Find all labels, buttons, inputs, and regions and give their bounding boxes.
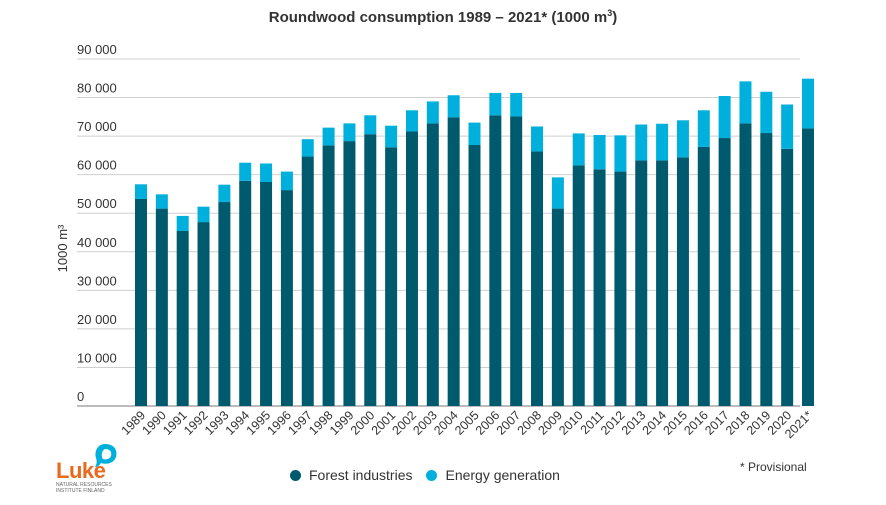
- bar-energy-generation: [468, 122, 481, 145]
- y-tick-label: 60 000: [77, 158, 117, 173]
- bar-energy-generation: [572, 133, 585, 166]
- bar-energy-generation: [676, 120, 689, 158]
- bar-forest-industries: [718, 138, 731, 407]
- bar-energy-generation: [447, 95, 460, 118]
- bar-energy-generation: [656, 123, 669, 161]
- bar-forest-industries: [239, 180, 252, 406]
- bar-forest-industries: [301, 156, 314, 406]
- bar-energy-generation: [155, 194, 168, 209]
- bar-energy-generation: [176, 215, 189, 231]
- bar-energy-generation: [301, 139, 314, 157]
- bar-forest-industries: [322, 145, 335, 406]
- bar-forest-industries: [760, 133, 773, 406]
- bar-energy-generation: [405, 110, 418, 132]
- bar-forest-industries: [489, 115, 502, 407]
- legend-swatch-energy-generation: [426, 469, 438, 481]
- bar-energy-generation: [260, 163, 273, 182]
- y-tick-label: 80 000: [77, 81, 117, 96]
- bar-forest-industries: [697, 146, 710, 406]
- bar-energy-generation: [739, 81, 752, 124]
- bar-forest-industries: [385, 147, 398, 406]
- bar-forest-industries: [614, 171, 627, 406]
- bar-energy-generation: [760, 91, 773, 134]
- bar-forest-industries: [197, 222, 210, 406]
- bar-forest-industries: [155, 208, 168, 406]
- bar-forest-industries: [364, 134, 377, 406]
- bar-forest-industries: [447, 117, 460, 407]
- bar-energy-generation: [489, 92, 502, 116]
- logo-subtitle: NATURAL RESOURCES INSTITUTE FINLAND: [56, 482, 112, 494]
- bar-forest-industries: [510, 116, 523, 406]
- y-tick-label: 70 000: [77, 119, 117, 134]
- bar-energy-generation: [802, 78, 814, 129]
- bar-energy-generation: [218, 184, 231, 203]
- bar-energy-generation: [343, 123, 356, 142]
- y-tick-label: 90 000: [77, 42, 117, 57]
- bar-energy-generation: [635, 124, 648, 161]
- bar-forest-industries: [593, 169, 606, 406]
- bar-energy-generation: [781, 104, 794, 149]
- logo-leaf-icon: [95, 444, 117, 467]
- y-tick-label: 10 000: [77, 350, 117, 365]
- bar-energy-generation: [426, 101, 439, 124]
- y-axis-label: 1000 m³: [55, 224, 70, 272]
- bar-forest-industries: [656, 160, 669, 406]
- bar-forest-industries: [426, 123, 439, 406]
- bar-forest-industries: [635, 160, 648, 406]
- bar-energy-generation: [364, 115, 377, 135]
- bar-forest-industries: [468, 144, 481, 406]
- bar-forest-industries: [572, 165, 585, 406]
- bar-energy-generation: [197, 206, 210, 223]
- legend-label-forest-industries: Forest industries: [309, 467, 413, 483]
- chart-title: Roundwood consumption 1989 – 2021* (1000…: [268, 8, 618, 26]
- bar-energy-generation: [697, 110, 710, 147]
- bar-forest-industries: [135, 198, 147, 406]
- y-tick-label: 30 000: [77, 273, 117, 288]
- legend-item-forest-industries: Forest industries: [290, 467, 412, 483]
- luke-logo: Luke NATURAL RESOURCES INSTITUTE FINLAND: [56, 444, 136, 498]
- legend-item-energy-generation: Energy generation: [426, 467, 560, 483]
- bar-energy-generation: [239, 162, 252, 181]
- bar-energy-generation: [614, 135, 627, 172]
- bar-forest-industries: [260, 181, 273, 406]
- bar-energy-generation: [322, 127, 335, 146]
- bar-forest-industries: [739, 123, 752, 406]
- bar-forest-industries: [343, 141, 356, 406]
- legend: Forest industries Energy generation: [290, 467, 574, 483]
- bar-energy-generation: [385, 125, 398, 148]
- bar-forest-industries: [531, 151, 544, 406]
- bar-forest-industries: [551, 208, 564, 406]
- bar-forest-industries: [802, 128, 814, 406]
- bar-forest-industries: [280, 190, 293, 406]
- bar-energy-generation: [718, 96, 731, 139]
- bar-forest-industries: [405, 131, 418, 407]
- bar-forest-industries: [781, 148, 794, 406]
- bar-energy-generation: [593, 134, 606, 170]
- y-tick-label: 20 000: [77, 312, 117, 327]
- bar-forest-industries: [676, 157, 689, 406]
- y-tick-label: 40 000: [77, 235, 117, 250]
- bar-forest-industries: [176, 230, 189, 406]
- logo-wordmark: Luke: [56, 458, 106, 483]
- bar-energy-generation: [510, 92, 523, 117]
- bar-energy-generation: [551, 177, 564, 209]
- legend-swatch-forest-industries: [290, 469, 301, 481]
- bar-energy-generation: [280, 171, 293, 191]
- y-tick-label: 50 000: [77, 196, 117, 211]
- bar-energy-generation: [531, 126, 544, 152]
- provisional-footnote: * Provisional: [740, 460, 807, 474]
- y-tick-label: 0: [77, 389, 84, 404]
- legend-label-energy-generation: Energy generation: [445, 467, 560, 483]
- bar-energy-generation: [135, 184, 147, 199]
- bar-forest-industries: [218, 202, 231, 406]
